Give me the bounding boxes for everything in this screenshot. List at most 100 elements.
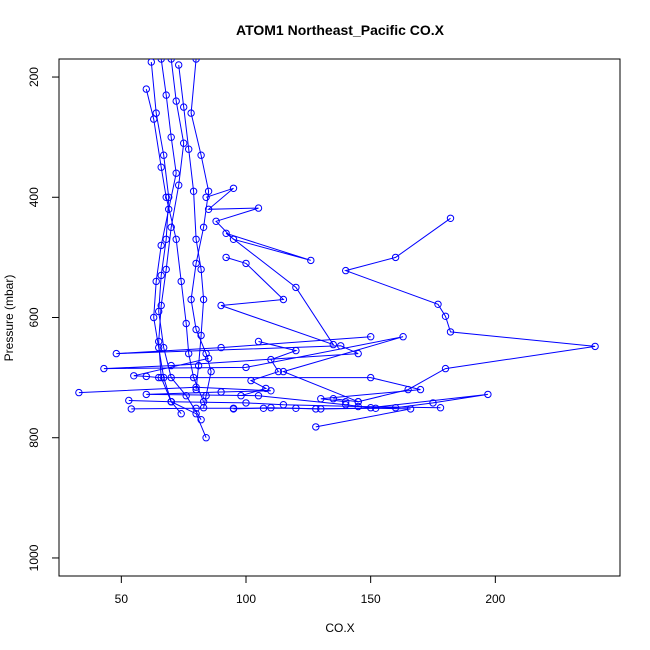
data-point <box>267 355 275 364</box>
data-point <box>317 405 325 413</box>
data-point <box>259 404 268 412</box>
data-point <box>127 405 136 413</box>
data-point <box>372 404 380 412</box>
data-point <box>204 205 213 214</box>
data-point <box>436 404 445 412</box>
data-point <box>172 97 180 105</box>
data-point <box>329 340 337 349</box>
series-line <box>240 341 298 397</box>
data-point <box>217 388 225 396</box>
data-point <box>207 367 215 376</box>
data-point <box>197 151 205 159</box>
series-group <box>127 404 415 431</box>
series-group <box>202 184 337 349</box>
data-point <box>237 392 245 400</box>
series-line <box>158 59 207 438</box>
data-point <box>142 85 151 93</box>
chart-title: ATOM1 Northeast_Pacific CO.X <box>236 22 445 38</box>
data-point <box>175 61 183 69</box>
data-point <box>217 301 225 310</box>
data-point <box>367 404 375 412</box>
data-point <box>192 404 200 412</box>
data-point <box>182 392 190 400</box>
data-point <box>354 349 362 358</box>
data-point <box>204 187 213 196</box>
data-point <box>100 364 108 373</box>
data-point <box>192 259 200 268</box>
data-point <box>152 277 160 286</box>
data-point <box>222 253 230 262</box>
y-tick-label: 1000 <box>27 544 41 571</box>
data-point <box>292 283 300 292</box>
data-point <box>150 313 158 322</box>
data-point <box>192 59 200 63</box>
data-point <box>162 265 170 274</box>
data-point <box>199 295 208 304</box>
data-point <box>199 223 208 232</box>
data-point <box>242 399 250 407</box>
data-point <box>406 405 415 413</box>
data-point <box>367 373 375 382</box>
series-line <box>78 386 488 410</box>
series-group <box>147 59 205 424</box>
data-point <box>112 349 121 358</box>
x-axis-label: CO.X <box>325 621 354 635</box>
x-tick-label: 150 <box>361 592 381 606</box>
data-point <box>254 392 263 400</box>
data-point <box>162 91 170 99</box>
series-group <box>125 396 445 412</box>
data-point <box>202 434 210 442</box>
data-point <box>177 410 185 418</box>
series-line <box>333 217 596 403</box>
data-point <box>147 59 155 66</box>
data-point <box>484 390 492 399</box>
data-point <box>162 193 170 202</box>
data-point <box>157 301 165 310</box>
data-point <box>157 271 165 280</box>
data-point <box>367 333 375 341</box>
series-group <box>142 85 208 406</box>
data-point <box>197 416 205 424</box>
data-point <box>162 235 170 244</box>
data-point <box>150 115 158 123</box>
data-point <box>254 204 263 212</box>
data-point <box>279 367 288 376</box>
series-line <box>131 407 411 428</box>
data-point <box>212 217 220 226</box>
data-point <box>202 193 210 202</box>
data-point <box>434 300 442 308</box>
data-point <box>167 361 175 370</box>
series-line <box>128 400 441 409</box>
data-point <box>177 277 185 286</box>
series-line <box>103 336 404 403</box>
data-point <box>197 265 205 274</box>
data-point <box>247 376 255 385</box>
data-point <box>446 328 455 336</box>
data-point <box>229 184 238 193</box>
data-point <box>391 253 400 262</box>
data-point <box>155 337 163 346</box>
data-point <box>429 399 437 407</box>
data-point <box>192 235 200 244</box>
data-point <box>204 354 213 363</box>
data-point <box>446 214 455 223</box>
data-point <box>274 367 283 376</box>
data-point <box>175 181 183 189</box>
data-point <box>157 241 165 250</box>
data-point <box>172 235 180 244</box>
y-axis-label: Pressure (mbar) <box>2 275 16 362</box>
data-point <box>157 163 165 171</box>
series-line <box>205 187 335 346</box>
data-point <box>152 109 160 117</box>
data-point <box>342 266 350 275</box>
series-group <box>237 337 300 400</box>
data-point <box>180 103 188 111</box>
data-point <box>197 331 205 340</box>
data-point <box>172 169 180 177</box>
series-group <box>155 59 210 442</box>
series-line <box>150 61 202 420</box>
data-point <box>416 385 425 394</box>
y-tick-label: 400 <box>27 187 41 207</box>
series-group <box>329 214 599 406</box>
data-point <box>185 145 193 153</box>
